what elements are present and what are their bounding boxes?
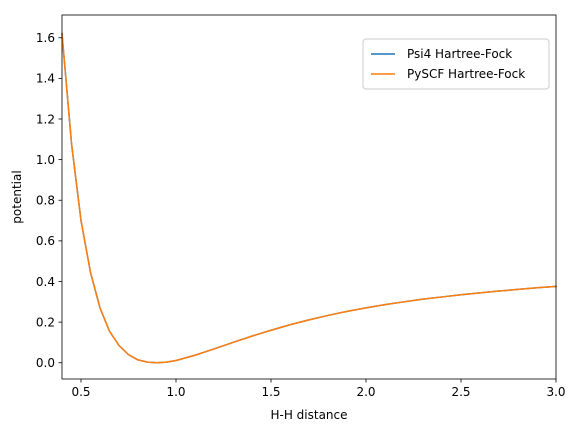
axes-frame [61,14,557,380]
y-tick-label: 0.6 [36,234,55,248]
x-tick-label: 2.0 [356,385,375,399]
y-tick-label: 1.4 [36,72,55,86]
axes-layer [61,14,557,380]
y-tick-label: 0.8 [36,194,55,208]
x-axis-label: H-H distance [270,408,347,422]
x-tick-label: 1.5 [261,385,280,399]
legend: Psi4 Hartree-Fock PySCF Hartree-Fock [362,38,550,90]
x-tick-label: 3.0 [546,385,565,399]
x-tick-label: 2.5 [451,385,470,399]
x-axis-ticks: 0.5 1.0 1.5 2.0 2.5 3.0 [71,379,566,399]
y-tick-label: 1.2 [36,112,55,126]
x-tick-label: 1.0 [166,385,185,399]
y-axis-label: potential [10,170,24,223]
y-tick-label: 1.6 [36,31,55,45]
y-tick-label: 0.4 [36,275,55,289]
series-layer [61,32,557,364]
y-tick-label: 0.2 [36,315,55,329]
series-line-pyscf [61,32,557,364]
x-tick-label: 0.5 [71,385,90,399]
legend-box [362,38,550,90]
y-tick-label: 1.0 [36,153,55,167]
legend-label-pyscf: PySCF Hartree-Fock [407,67,525,81]
y-tick-label: 0.0 [36,356,55,370]
y-axis-ticks: 0.0 0.2 0.4 0.6 0.8 1.0 1.2 1.4 1.6 [36,31,62,370]
legend-label-psi4: Psi4 Hartree-Fock [407,47,512,61]
